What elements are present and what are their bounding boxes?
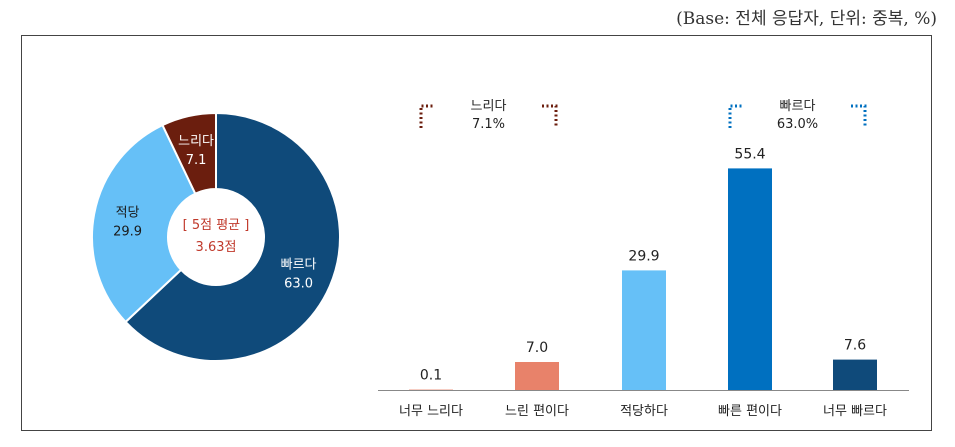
donut-label-1: 적당 (116, 205, 140, 220)
group-slow-value: 7.1% (472, 117, 505, 132)
bar-category-label-3: 빠른 편이다 (718, 404, 782, 419)
donut-value-2: 7.1 (186, 153, 207, 168)
bar-category-label-4: 너무 빠르다 (823, 404, 887, 419)
bar-value-label-2: 29.9 (628, 248, 659, 264)
bar-category-label-1: 느린 편이다 (505, 404, 569, 419)
bar-value-label-0: 0.1 (420, 368, 442, 384)
group-slow-bracket-right (542, 104, 558, 128)
bar-category-label-0: 너무 느리다 (399, 404, 463, 419)
donut-slice-1 (91, 123, 197, 324)
bar-3 (728, 168, 772, 390)
group-slow-bracket-left (419, 104, 435, 128)
donut-slice-0 (124, 111, 341, 362)
unit-note: (Base: 전체 응답자, 단위: 중복, %) (676, 9, 937, 29)
group-fast-name: 빠르다 (780, 99, 816, 114)
bar-4 (833, 359, 877, 390)
donut-center-value: 3.63점 (196, 240, 237, 255)
donut-slice-2 (161, 111, 217, 196)
donut-label-2: 느리다 (178, 134, 214, 149)
bar-value-label-1: 7.0 (526, 340, 548, 356)
donut-center-title: [ 5점 평균 ] (183, 218, 250, 233)
group-fast-value: 63.0% (777, 117, 818, 132)
bar-2 (622, 270, 666, 390)
group-fast-bracket-left (728, 104, 744, 128)
chart-frame (21, 35, 932, 431)
donut-value-1: 29.9 (113, 224, 142, 239)
bar-category-label-2: 적당하다 (620, 404, 668, 419)
bar-value-label-3: 55.4 (734, 146, 765, 162)
bar-1 (515, 362, 559, 390)
donut-label-0: 빠르다 (281, 258, 317, 273)
donut-value-0: 63.0 (284, 277, 313, 292)
group-slow-name: 느리다 (471, 99, 507, 114)
bar-value-label-4: 7.6 (844, 338, 866, 354)
group-fast-bracket-right (851, 104, 867, 128)
